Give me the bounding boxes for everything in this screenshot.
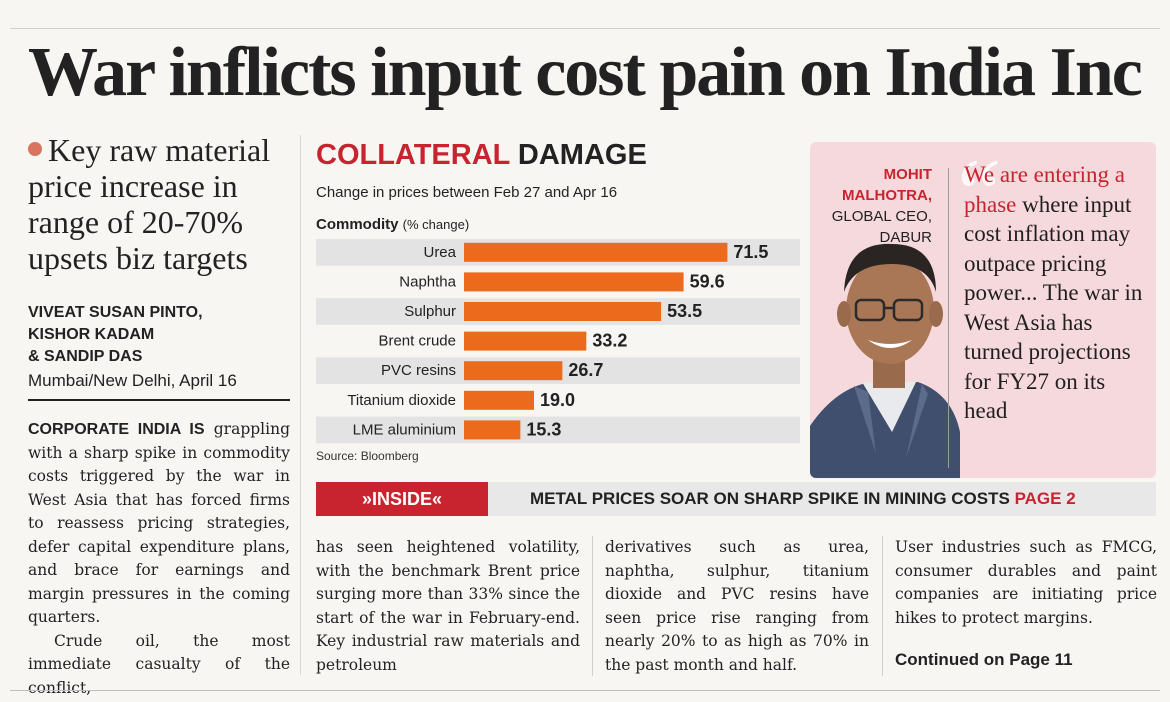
chart-axis-label: Commodity (% change) (316, 216, 469, 233)
inside-text: METAL PRICES SOAR ON SHARP SPIKE IN MINI… (530, 489, 1010, 508)
value-label: 33.2 (592, 331, 627, 351)
column-rule (882, 536, 883, 676)
category-label: PVC resins (381, 362, 456, 379)
quote-role-line: GLOBAL CEO, (831, 208, 932, 225)
chart-source: Source: Bloomberg (316, 449, 419, 463)
inside-page-ref[interactable]: PAGE 2 (1014, 489, 1076, 508)
top-rule (10, 28, 1160, 29)
chart-subtitle: Change in prices between Feb 27 and Apr … (316, 184, 618, 201)
quote-name-line: MOHIT (883, 166, 932, 183)
value-label: 53.5 (667, 301, 702, 321)
byline-line: & SANDIP DAS (28, 348, 143, 365)
inside-strip[interactable]: »INSIDE« METAL PRICES SOAR ON SHARP SPIK… (316, 482, 1156, 516)
category-label: Brent crude (378, 333, 456, 350)
row-stripe (316, 416, 800, 444)
value-label: 26.7 (568, 360, 603, 380)
quote-name-line: MALHOTRA, (842, 187, 932, 204)
story-text: grappling with a sharp spike in commodit… (28, 420, 290, 626)
bar (464, 390, 534, 410)
axis-label: Commodity (316, 216, 399, 233)
inside-tag: »INSIDE« (316, 482, 488, 516)
column-rule (592, 536, 593, 676)
quote-mark-icon: “ (957, 142, 1002, 249)
bar (464, 272, 684, 292)
category-label: Titanium dioxide (347, 392, 456, 409)
story-column-2: has seen heightened volatility, with the… (316, 536, 580, 677)
category-label: Sulphur (404, 303, 456, 320)
story-text: has seen heightened volatility, with the… (316, 538, 580, 674)
bar (464, 331, 587, 351)
category-label: Urea (423, 244, 456, 261)
inside-headline: METAL PRICES SOAR ON SHARP SPIKE IN MINI… (530, 482, 1076, 516)
quote-text: We are entering a phase where input cost… (964, 160, 1152, 426)
chart-title-dark: DAMAGE (517, 139, 647, 171)
quote-role-line: DABUR (879, 229, 932, 246)
bar (464, 302, 662, 321)
category-label: Naphtha (399, 273, 456, 290)
dateline: Mumbai/New Delhi, April 16 (28, 371, 237, 390)
byline-line: KISHOR KADAM (28, 326, 155, 343)
chart-title-red: COLLATERAL (316, 139, 510, 171)
deck-text: Key raw material price increase in range… (28, 132, 271, 276)
story-text: User industries such as FMCG, consumer d… (895, 538, 1157, 627)
bar-chart-svg: Urea 71.5 Naphtha 59.6 Sulphur 53.5 Brent crud… (316, 239, 800, 444)
story-text: derivatives such as urea, naphtha, sulph… (605, 538, 869, 674)
value-label: 19.0 (540, 390, 575, 410)
column-separator (300, 135, 301, 675)
value-label: 71.5 (733, 242, 768, 262)
bar (464, 242, 728, 262)
story-text: Crude oil, the most immediate casualty o… (28, 631, 290, 697)
quote-attribution: MOHIT MALHOTRA, GLOBAL CEO, DABUR (810, 164, 932, 248)
story-lead: CORPORATE INDIA IS (28, 421, 205, 438)
dateline-rule (28, 399, 290, 401)
byline: VIVEAT SUSAN PINTO, KISHOR KADAM & SANDI… (28, 302, 290, 368)
deck: Key raw material price increase in range… (28, 132, 290, 276)
quote-separator (948, 168, 949, 468)
portrait-photo (810, 243, 960, 478)
axis-unit: (% change) (402, 217, 470, 232)
byline-line: VIVEAT SUSAN PINTO, (28, 304, 203, 321)
category-label: LME aluminium (353, 421, 456, 438)
quote-body: where input cost inflation may outpace p… (964, 191, 1143, 424)
bar (464, 361, 563, 381)
story-column-3: derivatives such as urea, naphtha, sulph… (605, 536, 869, 677)
bottom-rule (10, 690, 1160, 691)
collateral-damage-chart: COLLATERAL DAMAGE Change in prices betwe… (308, 136, 800, 476)
value-label: 15.3 (526, 419, 561, 439)
story-column-4: User industries such as FMCG, consumer d… (895, 536, 1157, 630)
headline: War inflicts input cost pain on India In… (28, 34, 1143, 111)
quote-panel: MOHIT MALHOTRA, GLOBAL CEO, DABUR “ We a… (810, 142, 1156, 478)
chart-title: COLLATERAL DAMAGE (316, 138, 647, 172)
bar (464, 420, 521, 440)
story-column-1: CORPORATE INDIA IS grappling with a shar… (28, 418, 290, 700)
bullet-dot-icon (28, 142, 42, 156)
value-label: 59.6 (690, 271, 725, 291)
continued-on-page-link[interactable]: Continued on Page 11 (895, 650, 1073, 669)
quote-highlight: We are entering a phase (964, 162, 1125, 217)
